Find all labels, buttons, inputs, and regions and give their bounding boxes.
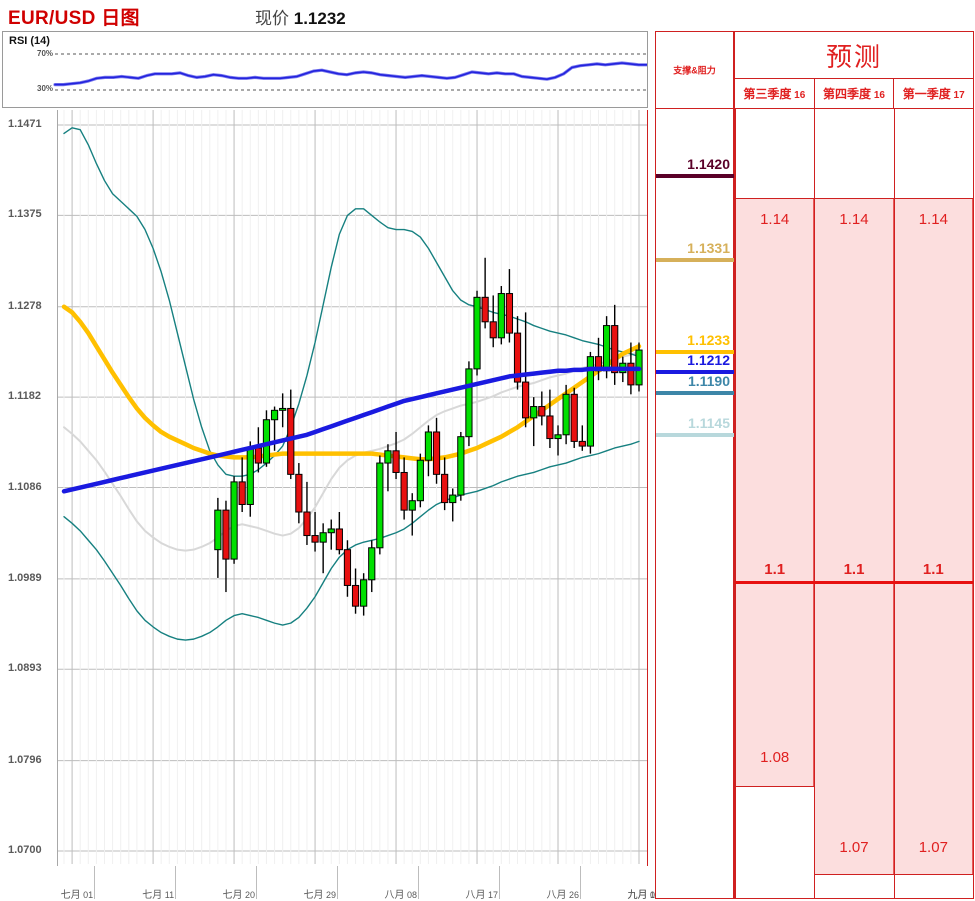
date-axis-separator — [499, 866, 501, 899]
date-axis-tick: 八月 08 — [384, 890, 418, 901]
price-level-label: 1.1233 — [687, 332, 730, 349]
date-axis-separator — [337, 866, 339, 899]
forecast-column-header: 第三季度 16 — [735, 79, 815, 108]
price-level-label: 1.1145 — [687, 414, 730, 431]
date-axis-separator — [580, 866, 581, 899]
forecast-column-divider — [814, 109, 816, 899]
forecast-band-bottom-border — [814, 874, 894, 875]
forecast-mid-line — [735, 581, 815, 584]
date-axis-tick: 七月 11 — [142, 890, 175, 901]
date-axis-tick: 九月 14 — [627, 890, 660, 901]
price-axis-tick: 1.0893 — [8, 662, 42, 675]
date-axis-tick: 七月 29 — [303, 890, 337, 901]
price-axis-tick: 1.1086 — [8, 480, 42, 493]
price-level-line — [656, 174, 735, 179]
forecast-low-value: 1.08 — [760, 749, 790, 766]
rsi-tick-upper: 70% — [37, 49, 54, 58]
price-axis-tick: 1.1278 — [8, 299, 42, 312]
forecast-high-value: 1.14 — [760, 211, 790, 228]
forecast-table: 预测 第三季度 16 第四季度 16 第一季度 17 1.14 1.1 1.08 1.14… — [734, 31, 974, 899]
price-chart: 1.1471 1.1375 1.1278 1.1182 1.1086 1.0989 1.08… — [2, 110, 648, 866]
date-axis-separator — [175, 866, 177, 899]
forecast-title: 预测 — [825, 41, 882, 72]
forecast-band-top-border — [893, 198, 973, 199]
forecast-mid-line — [893, 581, 973, 584]
forecast-band-top-border — [735, 198, 815, 199]
forecast-high-value: 1.14 — [918, 211, 948, 228]
price-level-line — [656, 350, 735, 355]
forecast-column-header: 第一季度 17 — [902, 87, 965, 101]
page-title: EUR/USD 日图 — [8, 8, 140, 29]
support-resistance-header: 支撑&阻力 — [656, 32, 733, 109]
date-axis-tick: 七月 20 — [222, 890, 256, 901]
forecast-mid-value: 1.1 — [843, 561, 865, 578]
price-level-line — [656, 390, 735, 395]
date-axis-tick: 八月 17 — [465, 890, 499, 901]
rsi-tick-lower: 30% — [37, 84, 54, 93]
date-axis-tick: 七月 01 — [60, 890, 94, 901]
rsi-panel: RSI (14) 70% 30% — [2, 31, 648, 108]
forecast-column-divider — [893, 109, 895, 899]
date-axis-separator — [256, 866, 258, 899]
candlestick-svg — [58, 110, 647, 864]
current-price-label: 现价 — [255, 9, 289, 28]
price-axis-tick: 1.0700 — [8, 844, 42, 856]
price-level-line — [656, 432, 735, 437]
date-axis-separator — [418, 866, 420, 899]
price-axis-tick: 1.0989 — [8, 571, 42, 584]
rsi-label: RSI (14) — [9, 35, 50, 47]
forecast-column-headers: 第三季度 16 第四季度 16 第一季度 17 — [735, 79, 973, 109]
price-level-label: 1.1212 — [687, 351, 730, 368]
current-price-value: 1.1232 — [293, 9, 346, 28]
forecast-mid-value: 1.1 — [764, 561, 786, 578]
current-price: 现价 1.1232 — [255, 4, 346, 29]
forecast-low-value: 1.07 — [918, 839, 948, 856]
forecast-band-bottom-border — [735, 786, 815, 787]
price-axis-tick: 1.1182 — [8, 390, 42, 403]
date-axis-tick: 八月 26 — [546, 890, 579, 901]
candlestick-plot — [57, 110, 648, 866]
price-level-label: 1.1420 — [687, 156, 730, 173]
support-resistance-column: 支撑&阻力 1.1420 1.1331 1.1233 1.1212 1.1190 1.11… — [655, 31, 735, 899]
rsi-plot — [53, 53, 647, 91]
price-level-line — [656, 369, 735, 374]
forecast-range-band — [893, 198, 973, 874]
price-axis-tick: 1.0796 — [8, 753, 42, 766]
forecast-mid-value: 1.1 — [922, 561, 944, 578]
price-axis-tick: 1.1375 — [8, 208, 42, 221]
forecast-mid-line — [814, 581, 894, 584]
price-level-line — [656, 257, 735, 262]
forecast-column-header: 第四季度 16 — [815, 79, 895, 108]
forecast-range-band — [814, 198, 894, 874]
forecast-column-divider — [735, 109, 736, 899]
support-resistance-title: 支撑&阻力 — [673, 65, 716, 76]
date-axis-separator — [94, 866, 96, 899]
forecast-low-value: 1.07 — [839, 839, 869, 856]
forecast-body: 1.14 1.1 1.08 1.14 1.1 1.07 1.14 1.1 1.07 — [735, 109, 973, 899]
forecast-range-band — [735, 198, 815, 786]
chart-header: EUR/USD 日图 现价 1.1232 — [0, 0, 975, 30]
forecast-band-bottom-border — [893, 874, 973, 875]
price-level-label: 1.1190 — [687, 372, 730, 389]
price-level-label: 1.1331 — [687, 239, 730, 256]
forecast-band-top-border — [814, 198, 894, 199]
date-axis-tick: 九月 05 — [627, 890, 660, 901]
forecast-high-value: 1.14 — [839, 211, 869, 228]
date-axis: 七月 01 七月 11 七月 20 七月 29 八月 08 八月 17 八月 26 九月 05… — [2, 866, 662, 901]
price-axis-tick: 1.1471 — [8, 118, 42, 130]
forecast-title-cell: 预测 — [735, 32, 973, 79]
